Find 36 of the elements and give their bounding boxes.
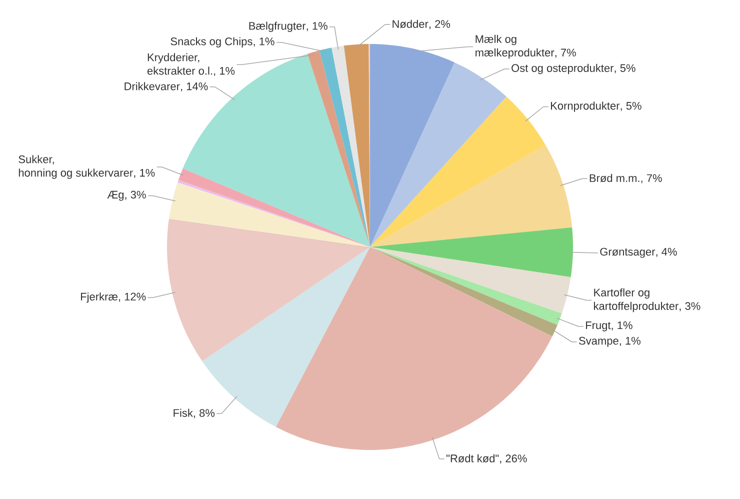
slice-label: Ost og osteprodukter bbox=[512, 64, 614, 74]
slice-label: Frugt bbox=[586, 321, 611, 332]
data-label: , 7% bbox=[555, 48, 576, 58]
slice-label: Fjerkræ bbox=[81, 292, 118, 303]
data-label: , 14% bbox=[180, 82, 208, 92]
slice-label: Snacks og Chips bbox=[170, 37, 252, 48]
data-label: , 1% bbox=[254, 38, 274, 47]
slice-label: Kornprodukter bbox=[550, 102, 620, 112]
data-label: , 1% bbox=[134, 168, 155, 178]
slice-label: Mælk og mælkeprodukter bbox=[476, 34, 554, 59]
data-label: , 1% bbox=[620, 336, 640, 346]
data-label: , 8% bbox=[194, 409, 215, 418]
data-label: , 4% bbox=[656, 248, 677, 257]
data-label: , 26% bbox=[500, 454, 527, 464]
slice-label: Æg bbox=[107, 190, 124, 201]
data-label: , 5% bbox=[620, 102, 642, 111]
slice-label: Nødder bbox=[392, 20, 428, 28]
data-label: , 12% bbox=[118, 292, 146, 302]
slice-label: Grøntsager bbox=[600, 248, 656, 258]
data-label: , 7% bbox=[641, 174, 662, 184]
data-label: , 5% bbox=[614, 64, 636, 74]
data-label: , 1% bbox=[612, 321, 632, 330]
data-label: , 3% bbox=[680, 302, 700, 312]
slice-label: Brød m.m. bbox=[590, 174, 640, 182]
slice-label: Krydderier, ekstrakter o.l. bbox=[147, 53, 212, 75]
slice-label: "Rødt kød" bbox=[446, 454, 499, 462]
slice-label: Svampe bbox=[579, 336, 618, 347]
slice-label: Sukker, honning og sukkervarer bbox=[18, 155, 133, 179]
data-label: , 1% bbox=[214, 66, 235, 76]
slice-label: Drikkevarer bbox=[124, 82, 180, 90]
data-label: , 3% bbox=[125, 190, 146, 200]
data-label: , 1% bbox=[306, 22, 328, 32]
slice-label: Fisk bbox=[174, 408, 193, 417]
data-label: , 2% bbox=[429, 20, 450, 30]
slice-label: Kartofler og kartoffelprodukter bbox=[594, 288, 678, 312]
slice-label: Bælgfrugter bbox=[249, 22, 306, 32]
